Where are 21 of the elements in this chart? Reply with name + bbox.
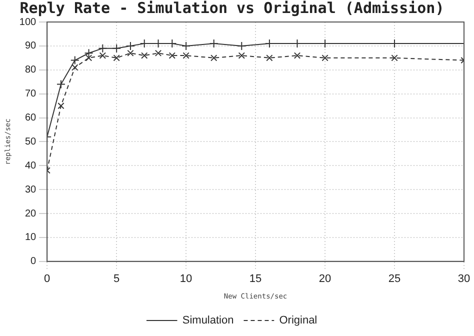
x-tick-label: 0 [44,273,50,286]
y-tick-label: 10 [24,232,37,244]
x-tick-label: 30 [458,273,470,286]
y-tick-label: 60 [24,112,37,124]
x-tick-label: 20 [318,273,332,286]
y-tick-label: 70 [24,88,37,100]
x-tick-label: 5 [114,273,120,286]
x-tick-label: 25 [388,273,401,286]
y-tick-label: 100 [19,16,37,28]
y-tick-label: 90 [24,40,37,52]
y-tick-label: 0 [30,256,37,268]
x-tick-label: 15 [249,273,262,286]
y-tick-label: 20 [24,208,37,220]
y-tick-label: 30 [24,184,37,196]
y-tick-label: 50 [24,136,37,148]
chart-title: Reply Rate - Simulation vs Original (Admission) [20,0,444,17]
x-tick-label: 10 [180,273,192,286]
legend-label: Simulation [182,314,234,327]
y-tick-label: 80 [24,64,37,76]
y-tick-label: 40 [24,160,37,172]
legend-label: Original [279,314,318,327]
